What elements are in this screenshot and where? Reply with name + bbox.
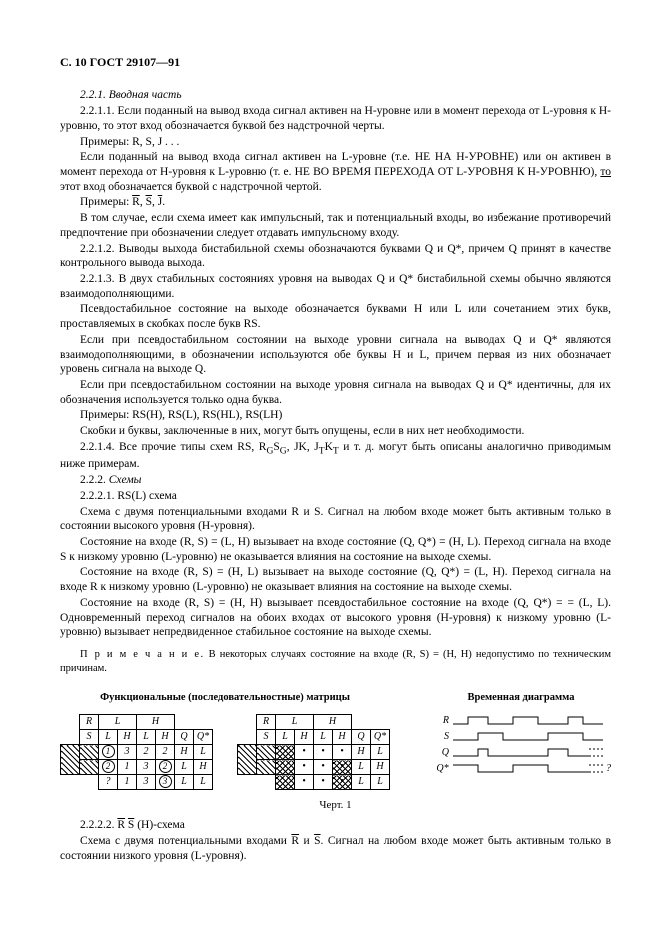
p-pseudo1: Псевдостабильное состояние на выходе обо… (60, 302, 611, 331)
matrices-title: Функциональные (последовательностные) ма… (60, 691, 390, 704)
timing-diagram: R S Q Q*? (431, 714, 611, 776)
p-pseudo2: Если при псевдостабильном состоянии на в… (60, 333, 611, 377)
p-rsl3: Состояние на входе (R, S) = (H, L) вызыв… (60, 565, 611, 594)
matrix-1: RLH SLHLHQQ* 1322HL 2132LH ?133LL (60, 714, 213, 790)
p-2212: 2.2.1.2. Выводы выхода бистабильной схем… (60, 242, 611, 271)
figure-row: Функциональные (последовательностные) ма… (60, 691, 611, 790)
p-brackets: Скобки и буквы, заключенные в них, могут… (60, 424, 611, 439)
p-rsh: Схема с двумя потенциальными входами R и… (60, 834, 611, 863)
note: П р и м е ч а н и е. В некоторых случаях… (60, 648, 611, 675)
matrix-2: RLH SLHLHQQ* •••HL •••LH •••LL (237, 714, 390, 790)
p-2211: 2.2.1.1. Если поданный на вывод входа си… (60, 104, 611, 133)
sec-2-2-2-2: 2.2.2.2. R S (H)-схема (60, 818, 611, 833)
matrices-pair: RLH SLHLHQQ* 1322HL 2132LH ?133LL RLH SL… (60, 714, 390, 790)
page-header: С. 10 ГОСТ 29107—91 (60, 55, 611, 70)
examples-3: Примеры: RS(H), RS(L), RS(HL), RS(LH) (60, 408, 611, 423)
timing-title: Временная диаграмма (431, 691, 611, 704)
sec-2-2-2-1: 2.2.2.1. RS(L) схема (60, 489, 611, 504)
p-rsl4: Состояние на входе (R, S) = (H, H) вызыв… (60, 596, 611, 640)
figure-caption: Черт. 1 (60, 798, 611, 812)
p-rsl1: Схема с двумя потенциальными входами R и… (60, 505, 611, 534)
p-2213: 2.2.1.3. В двух стабильных состояниях ур… (60, 272, 611, 301)
examples-2: Примеры: R, S, J. (60, 195, 611, 210)
examples-1: Примеры: R, S, J . . . (60, 135, 611, 150)
p-2211c: В том случае, если схема имеет как импул… (60, 211, 611, 240)
p-2211b: Если поданный на вывод входа сигнал акти… (60, 150, 611, 194)
p-pseudo3: Если при псевдостабильном состоянии на в… (60, 378, 611, 407)
sec-2-2-1: 2.2.1. Вводная часть (60, 88, 611, 103)
p-2214: 2.2.1.4. Все прочие типы схем RS, RGSG, … (60, 440, 611, 472)
p-rsl2: Состояние на входе (R, S) = (L, H) вызыв… (60, 535, 611, 564)
sec-2-2-2: 2.2.2. Схемы (60, 473, 611, 488)
